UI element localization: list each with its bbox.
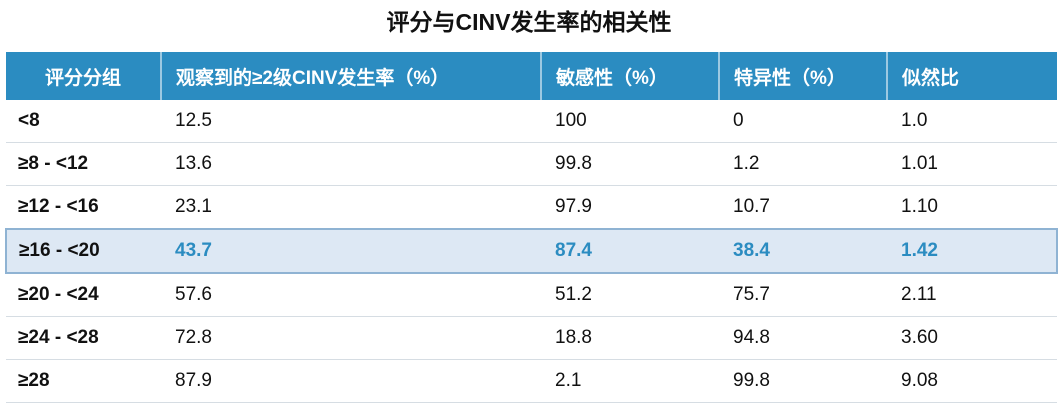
table-cell: 43.7 — [161, 228, 541, 274]
table-cell: ≥20 - <24 — [6, 273, 161, 317]
table-cell: 51.2 — [541, 273, 719, 317]
table-row: ≥28 87.9 2.1 99.8 9.08 — [6, 359, 1057, 403]
table-cell: ≥16 - <20 — [5, 228, 161, 274]
table-cell: <8 — [6, 100, 161, 143]
table-cell: 75.7 — [719, 273, 887, 317]
table-cell: ≥12 - <16 — [6, 185, 161, 230]
table-cell: 99.8 — [719, 359, 887, 403]
table-cell: 87.9 — [161, 359, 541, 403]
table-cell: 1.0 — [887, 100, 1057, 143]
data-table: 评分分组 观察到的≥2级CINV发生率（%） 敏感性（%） 特异性（%） 似然比 <8 1… — [5, 52, 1058, 403]
table-cell: 87.4 — [541, 228, 719, 274]
table-cell: 100 — [541, 100, 719, 143]
table-cell: 10.7 — [719, 185, 887, 230]
table-cell: 1.42 — [887, 228, 1058, 274]
table-cell: 13.6 — [161, 142, 541, 186]
table-cell: 12.5 — [161, 100, 541, 143]
table-cell: 3.60 — [887, 316, 1057, 360]
table-row: ≥12 - <16 23.1 97.9 10.7 1.10 — [6, 185, 1057, 230]
header-cell: 特异性（%） — [718, 52, 887, 100]
table-cell: 23.1 — [161, 185, 541, 230]
table-body: <8 12.5 100 0 1.0 ≥8 - <12 13.6 99.8 1.2 1.01 ≥12 … — [5, 100, 1058, 403]
table-cell: ≥28 — [6, 359, 161, 403]
table-row: ≥24 - <28 72.8 18.8 94.8 3.60 — [6, 316, 1057, 360]
table-cell: 94.8 — [719, 316, 887, 360]
header-cell: 评分分组 — [6, 52, 161, 100]
table-cell: ≥8 - <12 — [6, 142, 161, 186]
header-row: 评分分组 观察到的≥2级CINV发生率（%） 敏感性（%） 特异性（%） 似然比 — [6, 52, 1057, 100]
header-cell: 观察到的≥2级CINV发生率（%） — [160, 52, 541, 100]
table-row: ≥20 - <24 57.6 51.2 75.7 2.11 — [6, 273, 1057, 317]
table-cell: 9.08 — [887, 359, 1057, 403]
table-cell: 1.2 — [719, 142, 887, 186]
table-cell: 38.4 — [719, 228, 887, 274]
table-cell: 1.10 — [887, 185, 1057, 230]
table-cell: 97.9 — [541, 185, 719, 230]
table-cell: ≥24 - <28 — [6, 316, 161, 360]
table-cell: 57.6 — [161, 273, 541, 317]
table-cell: 1.01 — [887, 142, 1057, 186]
table-cell: 99.8 — [541, 142, 719, 186]
table-cell: 2.11 — [887, 273, 1057, 317]
table-row: <8 12.5 100 0 1.0 — [6, 100, 1057, 143]
header-cell: 似然比 — [886, 52, 1057, 100]
table-cell: 72.8 — [161, 316, 541, 360]
header-cell: 敏感性（%） — [540, 52, 719, 100]
title: 评分与CINV发生率的相关性 — [386, 9, 672, 35]
table-row: ≥16 - <20 43.7 87.4 38.4 1.42 — [5, 228, 1058, 274]
table-cell: 0 — [719, 100, 887, 143]
table-row: ≥8 - <12 13.6 99.8 1.2 1.01 — [6, 142, 1057, 186]
table-cell: 18.8 — [541, 316, 719, 360]
table-cell: 2.1 — [541, 359, 719, 403]
